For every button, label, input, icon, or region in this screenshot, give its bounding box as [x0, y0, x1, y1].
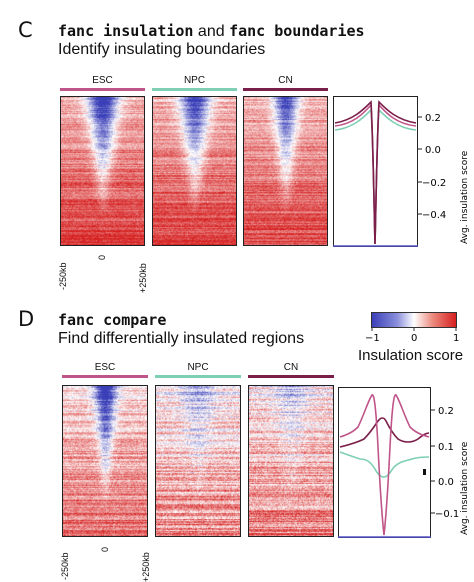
panel-d-profile-esc-line [339, 394, 430, 536]
colorbar-tick-2: 1 [453, 333, 459, 344]
panel-d-ylabel: Avg. insulation score [460, 441, 470, 535]
panel-c-ytick-3: −0.4 [422, 210, 446, 221]
panel-c-col-bar-npc [152, 88, 237, 91]
colorbar-label: Insulation score [358, 347, 464, 364]
panel-c-ytick-0: 0.2 [425, 113, 441, 124]
panel-d-heatmap-esc [62, 385, 148, 537]
panel-c-heatmap-esc [60, 96, 145, 246]
panel-d-subtitle: Find differentially insulated regions [58, 330, 305, 347]
panel-d-profile-npc-line [339, 451, 430, 478]
panel-c-heatmap-cn [243, 96, 328, 246]
panel-d-xtick-left: -250kb [60, 552, 70, 580]
panel-d-col-label-cn: CN [283, 362, 299, 373]
panel-d-col-label-esc: ESC [94, 362, 116, 373]
panel-d-ytick-0: 0.2 [438, 406, 454, 417]
colorbar-tick-1: 0 [411, 333, 417, 344]
panel-c-title: fanc insulation and fanc boundaries [58, 22, 365, 41]
panel-c-col-label-cn: CN [278, 75, 293, 86]
colorbar-ticks: −1 0 1 [365, 328, 459, 344]
colorbar-gradient [371, 312, 457, 328]
panel-d-heatmap-cn [248, 385, 334, 537]
panel-c-col-label-npc: NPC [183, 75, 206, 86]
panel-d-letter: D [18, 307, 35, 331]
panel-d-profile-cn-line [339, 417, 430, 448]
panel-d-col-bar-esc [62, 375, 148, 378]
panel-c-xtick-mid: 0 [97, 254, 107, 260]
panel-d-ytick-1: 0.1 [438, 442, 454, 453]
panel-d-xtick-right: +250kb [141, 552, 151, 582]
panel-c-xtick-right: +250kb [138, 263, 148, 293]
panel-c-col-label-esc: ESC [92, 75, 113, 86]
panel-c-ytick-1: 0.0 [425, 145, 441, 156]
panel-d-ytick-2: 0.0 [438, 477, 454, 488]
panel-d-title: fanc compare [58, 311, 166, 330]
panel-c-cmd1: fanc insulation [58, 22, 194, 40]
panel-c-profile-plot: 0.2 0.0 −0.2 −0.4 Avg. insulation score [333, 96, 470, 247]
panel-d-col-label-npc: NPC [187, 362, 209, 373]
panel-d-cmd: fanc compare [58, 311, 167, 329]
panel-c-col-bar-esc [60, 88, 145, 91]
panel-d-xtick-mid: 0 [100, 546, 110, 552]
panel-c-ytick-2: −0.2 [422, 178, 446, 189]
panel-d-col-bar-cn [248, 375, 334, 378]
panel-c-cmd2: fanc boundaries [229, 22, 365, 40]
panel-d-heatmap-npc [155, 385, 241, 537]
panel-d-profile-plot: 0.2 0.1 0.0 −0.1 Avg. insulation score [338, 387, 470, 538]
panel-c-subtitle: Identify insulating boundaries [58, 41, 266, 58]
panel-c-xtick-left: -250kb [58, 262, 68, 290]
panel-d-profile-frame [338, 387, 431, 538]
colorbar-tick-0: −1 [365, 333, 380, 344]
panel-c-col-bar-cn [243, 88, 328, 91]
panel-c-and: and [197, 23, 225, 40]
panel-d-ytick-3: −0.1 [435, 509, 459, 520]
panel-c-letter: C [18, 18, 33, 42]
panel-d-profile-marker [423, 469, 426, 475]
panel-d-col-bar-npc [155, 375, 241, 378]
panel-c-profile-cn-line [334, 100, 417, 245]
panel-c-ylabel: Avg. insulation score [460, 150, 470, 244]
panel-c-heatmap-npc [152, 96, 237, 246]
